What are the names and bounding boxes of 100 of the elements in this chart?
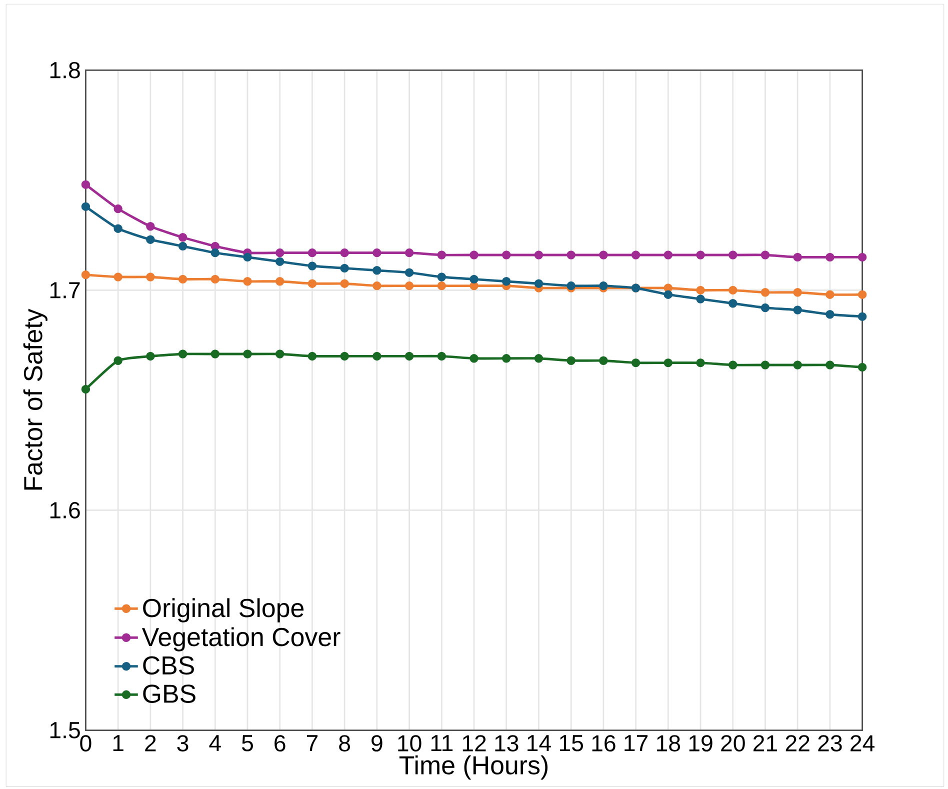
- point: [826, 290, 834, 300]
- point: [858, 312, 867, 322]
- point: [146, 352, 155, 361]
- x-tick-label: 3: [177, 735, 188, 752]
- point: [534, 354, 544, 363]
- point: [210, 248, 220, 258]
- point: [243, 252, 252, 262]
- x-tick-label: 0: [80, 735, 92, 752]
- x-tick-label: 20: [721, 735, 745, 752]
- point: [146, 235, 155, 244]
- point: [534, 279, 544, 288]
- point: [114, 356, 122, 366]
- point: [534, 250, 544, 260]
- point: [372, 248, 382, 258]
- point: [210, 350, 220, 358]
- point: [631, 250, 640, 260]
- point: [372, 282, 382, 290]
- x-tick-label: 1: [113, 735, 124, 752]
- x-tick-label: 2: [145, 735, 156, 752]
- point: [114, 204, 122, 214]
- point: [664, 284, 673, 292]
- point: [599, 356, 608, 366]
- point: [308, 279, 317, 288]
- point: [210, 274, 220, 284]
- point: [470, 282, 478, 290]
- point: [178, 242, 188, 251]
- point: [696, 294, 705, 304]
- x-tick-label: 19: [689, 735, 712, 752]
- y-tick-label: 1.6: [50, 502, 80, 519]
- point: [696, 286, 705, 295]
- point: [340, 248, 349, 258]
- point: [826, 360, 834, 370]
- x-tick-label: 16: [592, 735, 616, 752]
- point: [470, 250, 478, 260]
- point: [437, 272, 446, 282]
- point: [470, 274, 478, 284]
- point: [566, 356, 576, 366]
- x-tick-label: 13: [495, 735, 518, 752]
- point: [178, 274, 188, 284]
- point: [664, 358, 673, 368]
- point: [81, 384, 90, 394]
- point: [275, 350, 284, 358]
- point: [826, 252, 834, 262]
- point: [243, 350, 252, 358]
- x-tick-label: 14: [528, 735, 551, 752]
- legend-label: GBS: [143, 684, 196, 704]
- point: [793, 306, 802, 314]
- x-tick-label: 6: [274, 735, 286, 752]
- point: [728, 299, 738, 308]
- point: [178, 233, 188, 242]
- point: [631, 358, 640, 368]
- point: [760, 360, 770, 370]
- point: [696, 358, 705, 368]
- point: [858, 362, 867, 372]
- point: [793, 252, 802, 262]
- point: [437, 352, 446, 361]
- point: [858, 290, 867, 300]
- point: [81, 202, 90, 212]
- point: [81, 180, 90, 190]
- point: [502, 354, 511, 363]
- point: [502, 250, 511, 260]
- legend-label: Vegetation Cover: [142, 627, 340, 652]
- x-tick-label: 23: [818, 735, 842, 752]
- x-tick-label: 15: [560, 735, 583, 752]
- x-tick-label: 21: [754, 735, 777, 752]
- x-tick-label: 17: [624, 735, 648, 752]
- point: [437, 282, 446, 290]
- x-axis-title: Time (Hours): [399, 756, 548, 780]
- point: [728, 286, 738, 295]
- point: [793, 288, 802, 297]
- point: [178, 350, 188, 358]
- point: [308, 262, 317, 270]
- point: [470, 354, 478, 363]
- x-tick-label: 10: [398, 735, 422, 752]
- x-tick-label: 8: [339, 735, 350, 752]
- point: [664, 290, 673, 300]
- point: [340, 279, 349, 288]
- x-tick-label: 18: [657, 735, 680, 752]
- y-tick-label: 1.8: [50, 62, 80, 78]
- x-tick-label: 5: [242, 735, 253, 752]
- point: [275, 257, 284, 266]
- point: [275, 248, 284, 258]
- point: [760, 250, 770, 260]
- point: [760, 304, 770, 312]
- x-tick-label: 11: [431, 735, 453, 752]
- point: [760, 288, 770, 297]
- point: [696, 250, 705, 260]
- x-tick-label: 12: [462, 735, 486, 752]
- legend-label: Original Slope: [143, 598, 304, 622]
- point: [114, 224, 122, 234]
- x-tick-label: 22: [786, 735, 810, 752]
- point: [114, 272, 122, 282]
- point: [502, 277, 511, 286]
- point: [858, 252, 867, 262]
- point: [372, 266, 382, 275]
- x-tick-label: 9: [372, 735, 382, 752]
- point: [146, 272, 155, 282]
- y-tick-label: 1.7: [50, 282, 80, 298]
- point: [275, 277, 284, 286]
- point: [437, 250, 446, 260]
